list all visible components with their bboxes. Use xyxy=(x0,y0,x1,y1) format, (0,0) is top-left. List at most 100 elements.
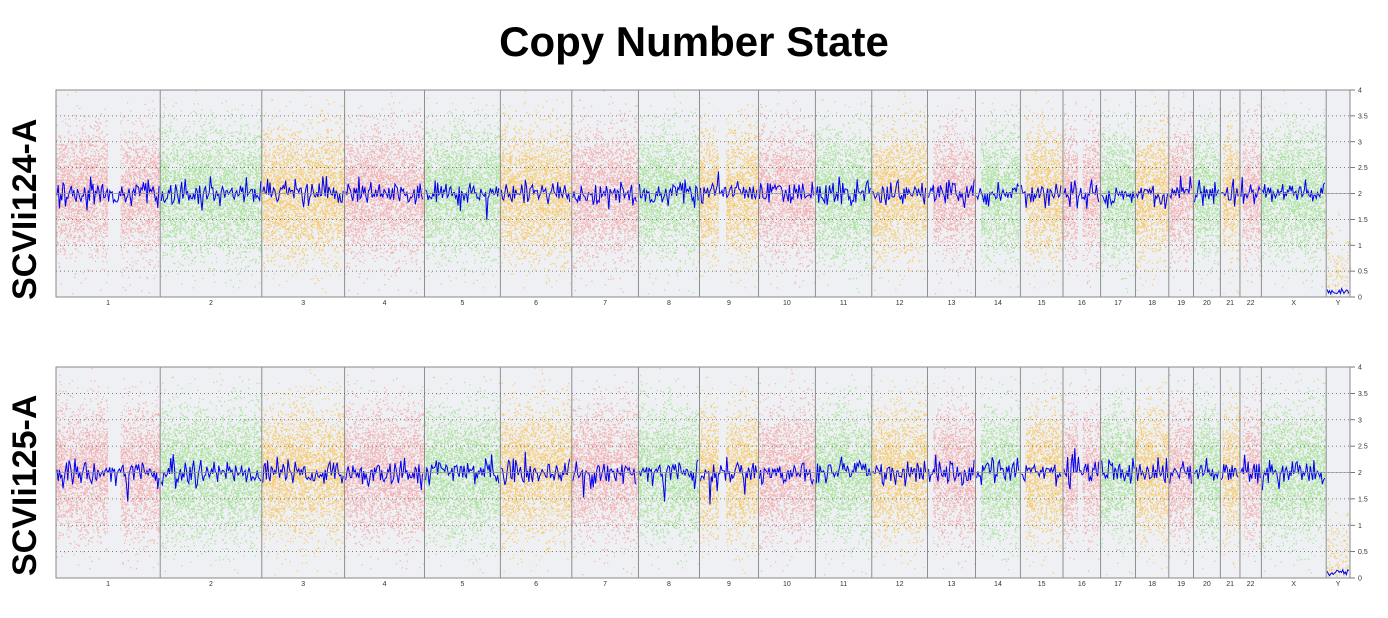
data-points-chr14 xyxy=(975,376,1022,571)
segment-line-chr17 xyxy=(1101,458,1135,484)
data-points-chr17 xyxy=(1100,99,1137,293)
segment-line-chr21 xyxy=(1220,464,1239,481)
segment-line-chr12 xyxy=(872,460,927,487)
x-tick-label-chr15: 15 xyxy=(1038,581,1046,588)
x-tick-label-chr19: 19 xyxy=(1177,581,1185,588)
segment-line-chr22 xyxy=(1240,454,1261,484)
segment-line-chr13 xyxy=(928,454,975,487)
y-tick-label: 3 xyxy=(1358,139,1362,146)
segment-line-chr1 xyxy=(56,176,160,211)
x-tick-label-chr12: 12 xyxy=(896,581,904,588)
x-tick-label-chr21: 21 xyxy=(1226,300,1234,307)
x-tick-label-chr12: 12 xyxy=(896,300,904,307)
y-tick-label: 2 xyxy=(1358,191,1362,198)
segment-line-chr18 xyxy=(1135,185,1169,209)
data-points-chr12 xyxy=(871,374,929,570)
y-tick-label: 0.5 xyxy=(1358,549,1368,556)
x-tick-label-chr4: 4 xyxy=(383,300,387,307)
x-tick-label-chr18: 18 xyxy=(1148,581,1156,588)
data-points-chr11 xyxy=(815,374,873,576)
segment-line-chr19 xyxy=(1169,461,1192,484)
chart-title: Copy Number State xyxy=(499,18,889,65)
y-tick-label: 4 xyxy=(1358,365,1362,372)
data-points-chr3 xyxy=(261,369,346,576)
segment-line-chr17 xyxy=(1101,187,1135,209)
y-tick-label: 0 xyxy=(1358,295,1362,302)
segment-line-chr4 xyxy=(345,176,423,205)
x-tick-label-chr3: 3 xyxy=(301,581,305,588)
x-tick-label-chr16: 16 xyxy=(1078,581,1086,588)
segment-line-chrX xyxy=(1261,460,1326,491)
y-tick-label: 3.5 xyxy=(1358,391,1368,398)
x-tick-label-chr1: 1 xyxy=(106,300,110,307)
x-tick-label-chr4: 4 xyxy=(383,581,387,588)
segment-line-chr15 xyxy=(1020,183,1062,209)
x-tick-label-chr18: 18 xyxy=(1148,300,1156,307)
x-tick-label-chr5: 5 xyxy=(460,581,464,588)
y-tick-label: 0.5 xyxy=(1358,269,1368,276)
y-tick-label: 3 xyxy=(1358,417,1362,424)
segment-line-chr3 xyxy=(262,456,344,484)
data-points-chr8 xyxy=(638,367,701,570)
x-tick-label-chr14: 14 xyxy=(994,300,1002,307)
y-tick-label: 2.5 xyxy=(1358,444,1368,451)
y-tick-label: 1 xyxy=(1358,243,1362,250)
x-tick-label-chr10: 10 xyxy=(783,581,791,588)
x-tick-label-chrX: X xyxy=(1291,581,1296,588)
x-tick-label-chrY: Y xyxy=(1336,300,1341,307)
segment-line-chr22 xyxy=(1240,176,1261,205)
x-tick-label-chr9: 9 xyxy=(727,300,731,307)
y-tick-label: 1.5 xyxy=(1358,217,1368,224)
y-tick-label: 3.5 xyxy=(1358,113,1368,120)
segment-line-chr2 xyxy=(160,176,262,211)
y-tick-label: 1.5 xyxy=(1358,496,1368,503)
segment-line-chr20 xyxy=(1194,180,1219,206)
x-tick-label-chr20: 20 xyxy=(1203,581,1211,588)
data-points-chr4 xyxy=(344,92,426,295)
data-points-chr7 xyxy=(571,374,640,576)
plot-border xyxy=(55,366,1351,579)
x-tick-label-chr2: 2 xyxy=(209,581,213,588)
x-tick-label-chr7: 7 xyxy=(603,581,607,588)
data-points-chr5 xyxy=(424,376,502,574)
y-tick-label: 0 xyxy=(1358,576,1362,583)
segment-line-chr20 xyxy=(1194,458,1219,481)
x-tick-label-chr21: 21 xyxy=(1226,581,1234,588)
y-tick-label: 4 xyxy=(1358,88,1362,95)
data-points-chr7 xyxy=(571,90,640,293)
data-points-chr10 xyxy=(758,367,817,572)
x-tick-label-chr11: 11 xyxy=(840,300,847,307)
x-tick-label-chr13: 13 xyxy=(948,300,956,307)
segment-line-chr15 xyxy=(1021,463,1062,487)
x-tick-label-chr6: 6 xyxy=(534,581,538,588)
x-tick-label-chr17: 17 xyxy=(1114,300,1122,307)
segment-line-chr1 xyxy=(56,458,160,502)
segment-line-chr2 xyxy=(160,453,262,489)
segment-line-chr8 xyxy=(638,459,699,502)
x-tick-label-chr2: 2 xyxy=(209,300,213,307)
data-points-chr20 xyxy=(1193,367,1222,570)
data-points-chr8 xyxy=(638,92,701,295)
x-tick-label-chr13: 13 xyxy=(948,581,956,588)
segment-line-chr7 xyxy=(572,461,637,498)
segment-line-chr6 xyxy=(500,179,571,205)
x-tick-label-chr16: 16 xyxy=(1078,300,1086,307)
data-points-chr2 xyxy=(160,90,263,289)
x-tick-label-chr6: 6 xyxy=(534,300,538,307)
data-points-chr9 xyxy=(699,97,760,289)
segment-line-chr19 xyxy=(1169,175,1192,200)
x-tick-label-chr10: 10 xyxy=(783,300,791,307)
x-tick-label-chr8: 8 xyxy=(667,581,671,588)
x-tick-label-chr3: 3 xyxy=(301,300,305,307)
segment-line-chr18 xyxy=(1135,457,1169,484)
y-tick-label: 2.5 xyxy=(1358,165,1368,172)
x-tick-label-chr5: 5 xyxy=(460,300,464,307)
segment-line-chrX xyxy=(1261,179,1326,202)
segment-line-chr14 xyxy=(976,182,1020,207)
x-tick-label-chrX: X xyxy=(1291,300,1296,307)
y-tick-label: 1 xyxy=(1358,523,1362,530)
segment-line-chr14 xyxy=(976,457,1020,486)
segment-line-chr5 xyxy=(425,180,500,220)
x-tick-label-chr14: 14 xyxy=(994,581,1002,588)
data-points-chrY xyxy=(1326,500,1351,578)
